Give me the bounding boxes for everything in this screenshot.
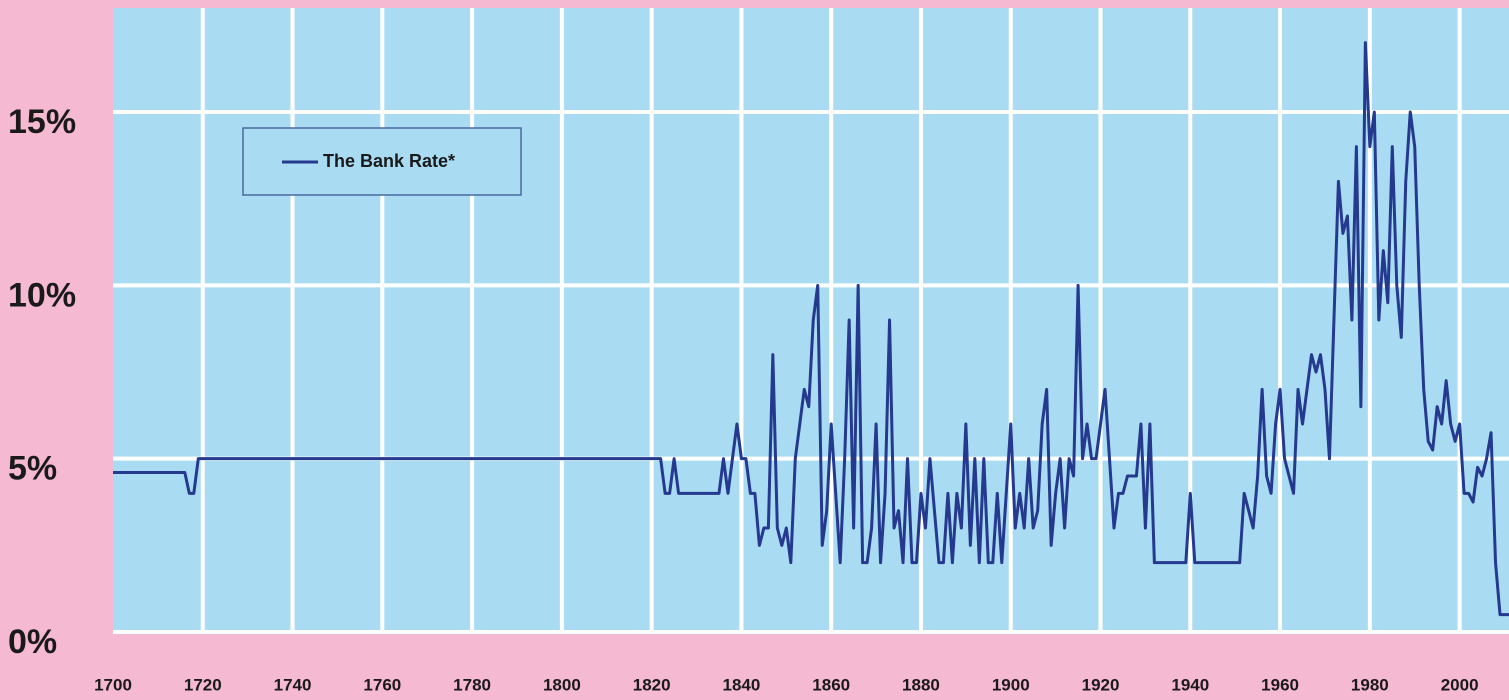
- y-tick-label: 0%: [8, 623, 57, 661]
- y-tick-label: 15%: [8, 103, 76, 141]
- line: [113, 41, 1509, 617]
- x-tick-label: 1780: [453, 675, 491, 694]
- legend-label: The Bank Rate*: [323, 151, 455, 171]
- x-tick-label: 1720: [184, 675, 222, 694]
- x-tick-label: 1820: [633, 675, 671, 694]
- y-tick-label: 10%: [8, 276, 76, 314]
- x-tick-label: 1700: [94, 675, 132, 694]
- x-tick-label: 1880: [902, 675, 940, 694]
- x-tick-label: 1760: [363, 675, 401, 694]
- x-tick-label: 1920: [1082, 675, 1120, 694]
- x-tick-label: 2000: [1441, 675, 1479, 694]
- x-tick-label: 1740: [274, 675, 312, 694]
- plot-area: [113, 8, 1509, 632]
- x-tick-label: 1960: [1261, 675, 1299, 694]
- x-tick-label: 1900: [992, 675, 1030, 694]
- x-tick-label: 1800: [543, 675, 581, 694]
- x-tick-label: 1980: [1351, 675, 1389, 694]
- x-tick-label: 1860: [812, 675, 850, 694]
- x-tick-label: 1840: [723, 675, 761, 694]
- y-tick-label: 5%: [8, 450, 57, 488]
- x-tick-label: 1940: [1171, 675, 1209, 694]
